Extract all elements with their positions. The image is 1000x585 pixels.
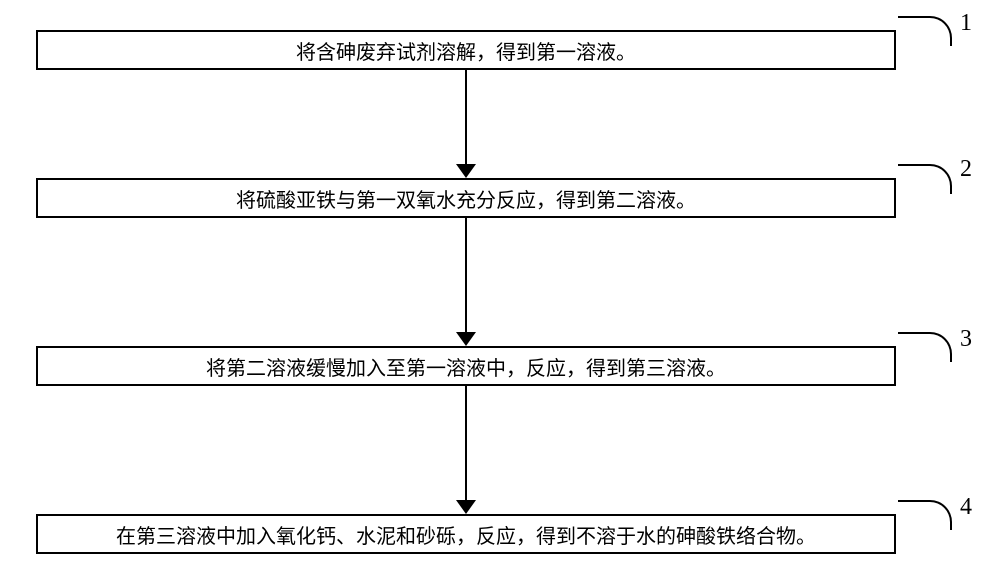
- arrow-head-2-to-3: [456, 332, 476, 346]
- arrow-3-to-4: [465, 386, 467, 500]
- flow-step-4: 在第三溶液中加入氧化钙、水泥和砂砾，反应，得到不溶于水的砷酸铁络合物。: [36, 514, 896, 554]
- arrow-head-1-to-2: [456, 164, 476, 178]
- arrow-2-to-3: [465, 218, 467, 332]
- flow-step-2: 将硫酸亚铁与第一双氧水充分反应，得到第二溶液。: [36, 178, 896, 218]
- step-label-connector-4: [898, 500, 952, 530]
- flow-step-1-text: 将含砷废弃试剂溶解，得到第一溶液。: [296, 36, 636, 65]
- flow-step-4-text: 在第三溶液中加入氧化钙、水泥和砂砾，反应，得到不溶于水的砷酸铁络合物。: [116, 520, 816, 549]
- step-label-3: 3: [960, 326, 972, 353]
- arrow-head-3-to-4: [456, 500, 476, 514]
- step-label-connector-3: [898, 332, 952, 362]
- arrow-1-to-2: [465, 70, 467, 164]
- step-label-4: 4: [960, 494, 972, 521]
- flowchart-canvas: 将含砷废弃试剂溶解，得到第一溶液。 1 将硫酸亚铁与第一双氧水充分反应，得到第二溶液…: [0, 0, 1000, 585]
- step-label-1: 1: [960, 10, 972, 37]
- flow-step-1: 将含砷废弃试剂溶解，得到第一溶液。: [36, 30, 896, 70]
- flow-step-2-text: 将硫酸亚铁与第一双氧水充分反应，得到第二溶液。: [236, 184, 696, 213]
- step-label-connector-1: [898, 16, 952, 46]
- flow-step-3-text: 将第二溶液缓慢加入至第一溶液中，反应，得到第三溶液。: [206, 352, 726, 381]
- step-label-connector-2: [898, 164, 952, 194]
- flow-step-3: 将第二溶液缓慢加入至第一溶液中，反应，得到第三溶液。: [36, 346, 896, 386]
- step-label-2: 2: [960, 156, 972, 183]
